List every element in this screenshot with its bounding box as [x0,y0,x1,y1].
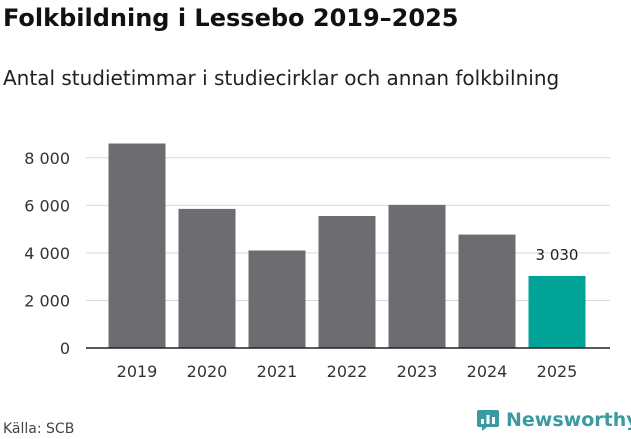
y-tick-label: 8 000 [24,149,70,168]
newsworthy-logo-icon [477,410,499,431]
data-label: 3 030 [536,246,579,264]
x-axis-ticks: 2019 2020 2021 2022 2023 2024 2025 [117,362,578,381]
bar-2023 [388,204,446,348]
brand-name: Newsworthy [506,409,631,431]
chart-subtitle: Antal studietimmar i studiecirklar och a… [3,66,560,90]
x-tick-label: 2019 [117,362,158,381]
bars [108,143,586,348]
chart-title: Folkbildning i Lessebo 2019–2025 [3,4,459,32]
source-note: Källa: SCB [3,421,75,437]
bar-2024 [458,234,516,348]
x-tick-label: 2023 [397,362,438,381]
y-tick-label: 2 000 [24,291,70,310]
y-tick-label: 0 [60,339,70,358]
x-tick-label: 2024 [467,362,508,381]
bar-2021 [248,250,306,348]
bar-2019 [108,143,166,348]
x-tick-label: 2022 [327,362,368,381]
bar-chart: 0 2 000 4 000 6 000 8 000 3 030 2019 2020 2021… [24,143,610,381]
x-tick-label: 2020 [187,362,228,381]
x-tick-label: 2021 [257,362,298,381]
data-labels: 3 030 [536,246,579,264]
x-tick-label: 2025 [537,362,578,381]
y-tick-label: 6 000 [24,196,70,215]
bar-2020 [178,208,236,348]
brand-logo: Newsworthy [476,408,631,432]
y-tick-label: 4 000 [24,244,70,263]
bar-2025 [528,275,586,348]
y-axis-ticks: 0 2 000 4 000 6 000 8 000 [24,149,70,358]
bar-2022 [318,216,376,348]
